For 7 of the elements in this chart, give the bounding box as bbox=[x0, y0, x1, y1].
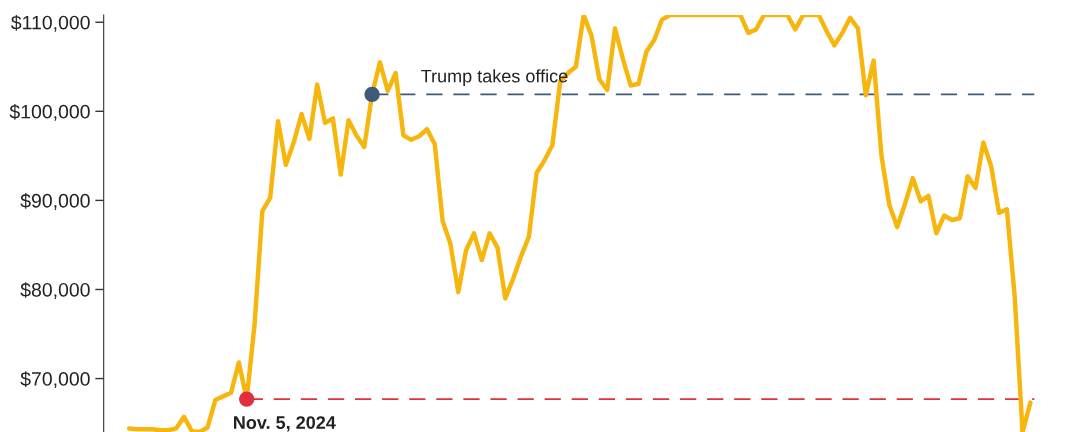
y-tick-label: $110,000 bbox=[11, 14, 90, 32]
line-series bbox=[126, 15, 1033, 432]
y-tick-label: $80,000 bbox=[20, 282, 90, 300]
y-tick-label: $100,000 bbox=[9, 103, 90, 121]
ref-line-label: Nov. 5, 2024 bbox=[234, 416, 336, 432]
y-tick-label: $70,000 bbox=[20, 371, 90, 389]
y-tick-label: $90,000 bbox=[20, 193, 90, 210]
